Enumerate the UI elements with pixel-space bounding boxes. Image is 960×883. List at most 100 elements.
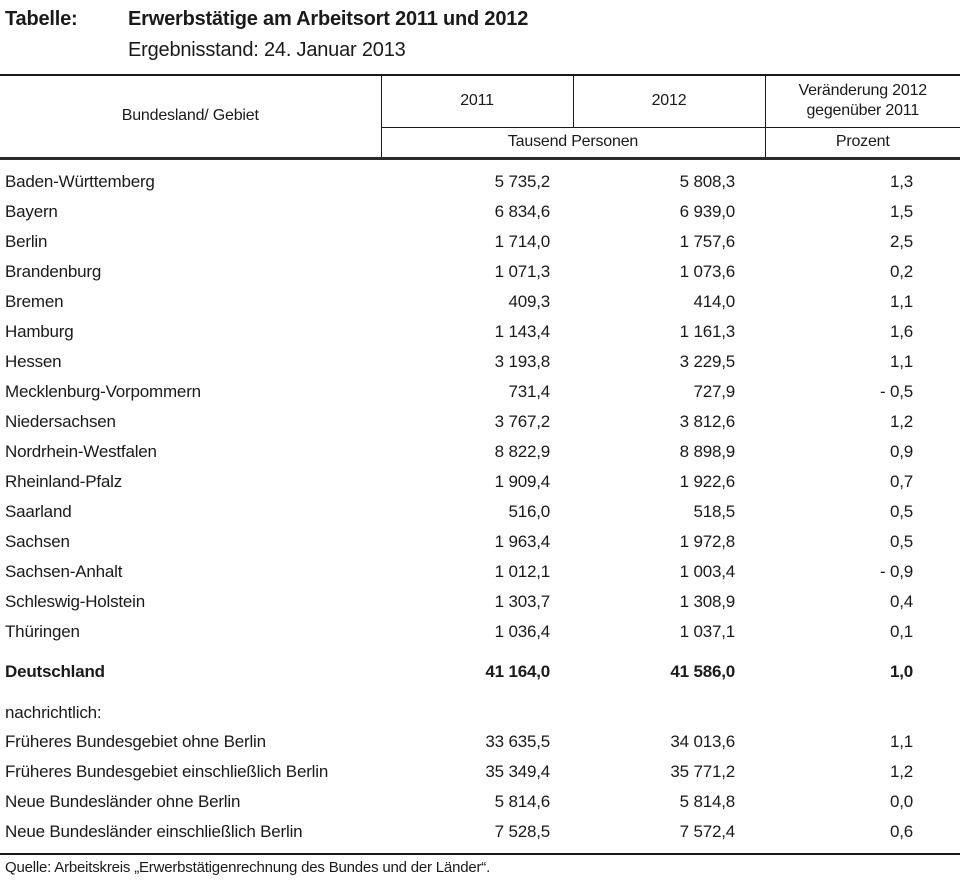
value-2012-cell: 414,0 (693, 292, 735, 311)
title-block: Tabelle: Erwerbstätige am Arbeitsort 201… (0, 0, 960, 74)
header-row-2: Tausend Personen Prozent (0, 127, 960, 160)
value-2011-cell: 41 164,0 (485, 662, 550, 681)
header-change-line1: Veränderung 2012 (798, 82, 928, 100)
region-cell: Neue Bundesländer ohne Berlin (5, 792, 241, 811)
header-change-line2: gegenüber 2011 (806, 102, 920, 120)
note-label-row: nachrichtlich: (0, 699, 960, 727)
table-row: Thüringen 1 036,4 1 037,1 0,1 (0, 617, 960, 647)
page-title: Erwerbstätige am Arbeitsort 2011 und 201… (128, 8, 529, 30)
region-cell: Deutschland (5, 662, 105, 681)
table-row: Schleswig-Holstein 1 303,7 1 308,9 0,4 (0, 587, 960, 617)
region-cell: Neue Bundesländer einschließlich Berlin (5, 822, 303, 841)
table-row: Deutschland 41 164,0 41 586,0 1,0 (0, 657, 960, 687)
table-header: Bundesland/ Gebiet 2011 2012 Veränderung… (0, 75, 960, 160)
value-2011-cell: 1 012,1 (494, 562, 551, 581)
value-2011-cell: 1 963,4 (494, 532, 551, 551)
region-cell: Rheinland-Pfalz (5, 472, 123, 491)
value-2011-cell: 1 036,4 (494, 622, 551, 641)
header-unit-persons: Tausend Personen (381, 127, 766, 160)
title-texts: Erwerbstätige am Arbeitsort 2011 und 201… (128, 7, 960, 74)
header-change: Veränderung 2012 gegenüber 2011 (765, 75, 960, 128)
change-cell: 1,1 (889, 352, 913, 371)
region-cell: Brandenburg (5, 262, 102, 281)
table-row: Rheinland-Pfalz 1 909,4 1 922,6 0,7 (0, 467, 960, 497)
table-row: Sachsen-Anhalt 1 012,1 1 003,4 - 0,9 (0, 557, 960, 587)
value-2012-cell: 1 972,8 (679, 532, 736, 551)
table-row: Hamburg 1 143,4 1 161,3 1,6 (0, 317, 960, 347)
region-cell: Mecklenburg-Vorpommern (5, 382, 201, 401)
table-row: Nordrhein-Westfalen 8 822,9 8 898,9 0,9 (0, 437, 960, 467)
change-cell: 0,2 (889, 262, 913, 281)
region-cell: Bayern (5, 202, 58, 221)
change-cell: 0,0 (889, 792, 913, 811)
region-cell: Schleswig-Holstein (5, 592, 146, 611)
region-cell: Nordrhein-Westfalen (5, 442, 157, 461)
source-line: Quelle: Arbeitskreis „Erwerbstätigenrech… (0, 853, 960, 876)
table-row: Brandenburg 1 071,3 1 073,6 0,2 (0, 257, 960, 287)
value-2012-cell: 1 308,9 (679, 592, 736, 611)
value-2011-cell: 731,4 (508, 382, 550, 401)
value-2012-cell: 34 013,6 (670, 732, 735, 751)
change-cell: - 0,9 (879, 562, 913, 581)
region-cell: Thüringen (5, 622, 80, 641)
value-2011-cell: 5 735,2 (494, 172, 551, 191)
table-row: Niedersachsen 3 767,2 3 812,6 1,2 (0, 407, 960, 437)
change-cell: 1,1 (889, 292, 913, 311)
value-2012-cell: 7 572,4 (679, 822, 736, 841)
value-2012-cell: 1 003,4 (679, 562, 736, 581)
value-2011-cell: 8 822,9 (494, 442, 551, 461)
table-row: Neue Bundesländer ohne Berlin 5 814,6 5 81… (0, 787, 960, 817)
change-cell: 0,6 (889, 822, 913, 841)
change-cell: 2,5 (889, 232, 913, 251)
page-subtitle: Ergebnisstand: 24. Januar 2013 (128, 39, 406, 61)
value-2012-cell: 1 757,6 (679, 232, 736, 251)
region-cell: Berlin (5, 232, 48, 251)
change-cell: 1,1 (889, 732, 913, 751)
table-row: Bayern 6 834,6 6 939,0 1,5 (0, 197, 960, 227)
change-cell: 0,9 (889, 442, 913, 461)
region-cell: Hessen (5, 352, 62, 371)
value-2012-cell: 5 814,8 (679, 792, 736, 811)
value-2011-cell: 33 635,5 (485, 732, 550, 751)
value-2012-cell: 1 161,3 (679, 322, 736, 341)
change-cell: 0,7 (889, 472, 913, 491)
value-2012-cell: 727,9 (693, 382, 735, 401)
value-2012-cell: 1 073,6 (679, 262, 736, 281)
region-cell: Niedersachsen (5, 412, 116, 431)
spacer-row (0, 687, 960, 699)
value-2012-cell: 3 812,6 (679, 412, 736, 431)
header-2012: 2012 (573, 75, 766, 128)
value-2011-cell: 409,3 (508, 292, 550, 311)
value-2012-cell: 6 939,0 (679, 202, 736, 221)
value-2012-cell: 3 229,5 (679, 352, 736, 371)
table-row: Bremen 409,3 414,0 1,1 (0, 287, 960, 317)
value-2011-cell: 1 071,3 (494, 262, 551, 281)
change-cell: 1,2 (889, 762, 913, 781)
value-2012-cell: 5 808,3 (679, 172, 736, 191)
table-row: Saarland 516,0 518,5 0,5 (0, 497, 960, 527)
statistics-table: Bundesland/ Gebiet 2011 2012 Veränderung… (0, 74, 960, 853)
region-cell: Sachsen-Anhalt (5, 562, 123, 581)
region-cell: Früheres Bundesgebiet einschließlich Ber… (5, 762, 329, 781)
spacer-row (0, 158, 960, 167)
value-2011-cell: 5 814,6 (494, 792, 551, 811)
table-row: Früheres Bundesgebiet einschließlich Ber… (0, 757, 960, 787)
table-row: Berlin 1 714,0 1 757,6 2,5 (0, 227, 960, 257)
change-cell: 0,5 (889, 532, 913, 551)
value-2012-cell: 41 586,0 (670, 662, 735, 681)
change-cell: - 0,5 (879, 382, 913, 401)
value-2011-cell: 516,0 (508, 502, 550, 521)
region-cell: Sachsen (5, 532, 70, 551)
value-2011-cell: 3 767,2 (494, 412, 551, 431)
value-2012-cell: 518,5 (693, 502, 735, 521)
value-2011-cell: 1 303,7 (494, 592, 551, 611)
header-row-1: Bundesland/ Gebiet 2011 2012 Veränderung… (0, 75, 960, 160)
change-cell: 0,5 (889, 502, 913, 521)
table-row: Mecklenburg-Vorpommern 731,4 727,9 - 0,5 (0, 377, 960, 407)
value-2011-cell: 3 193,8 (494, 352, 551, 371)
note-label: nachrichtlich: (5, 703, 102, 722)
table-row: Baden-Württemberg 5 735,2 5 808,3 1,3 (0, 167, 960, 197)
region-cell: Früheres Bundesgebiet ohne Berlin (5, 732, 266, 751)
change-cell: 0,1 (889, 622, 913, 641)
